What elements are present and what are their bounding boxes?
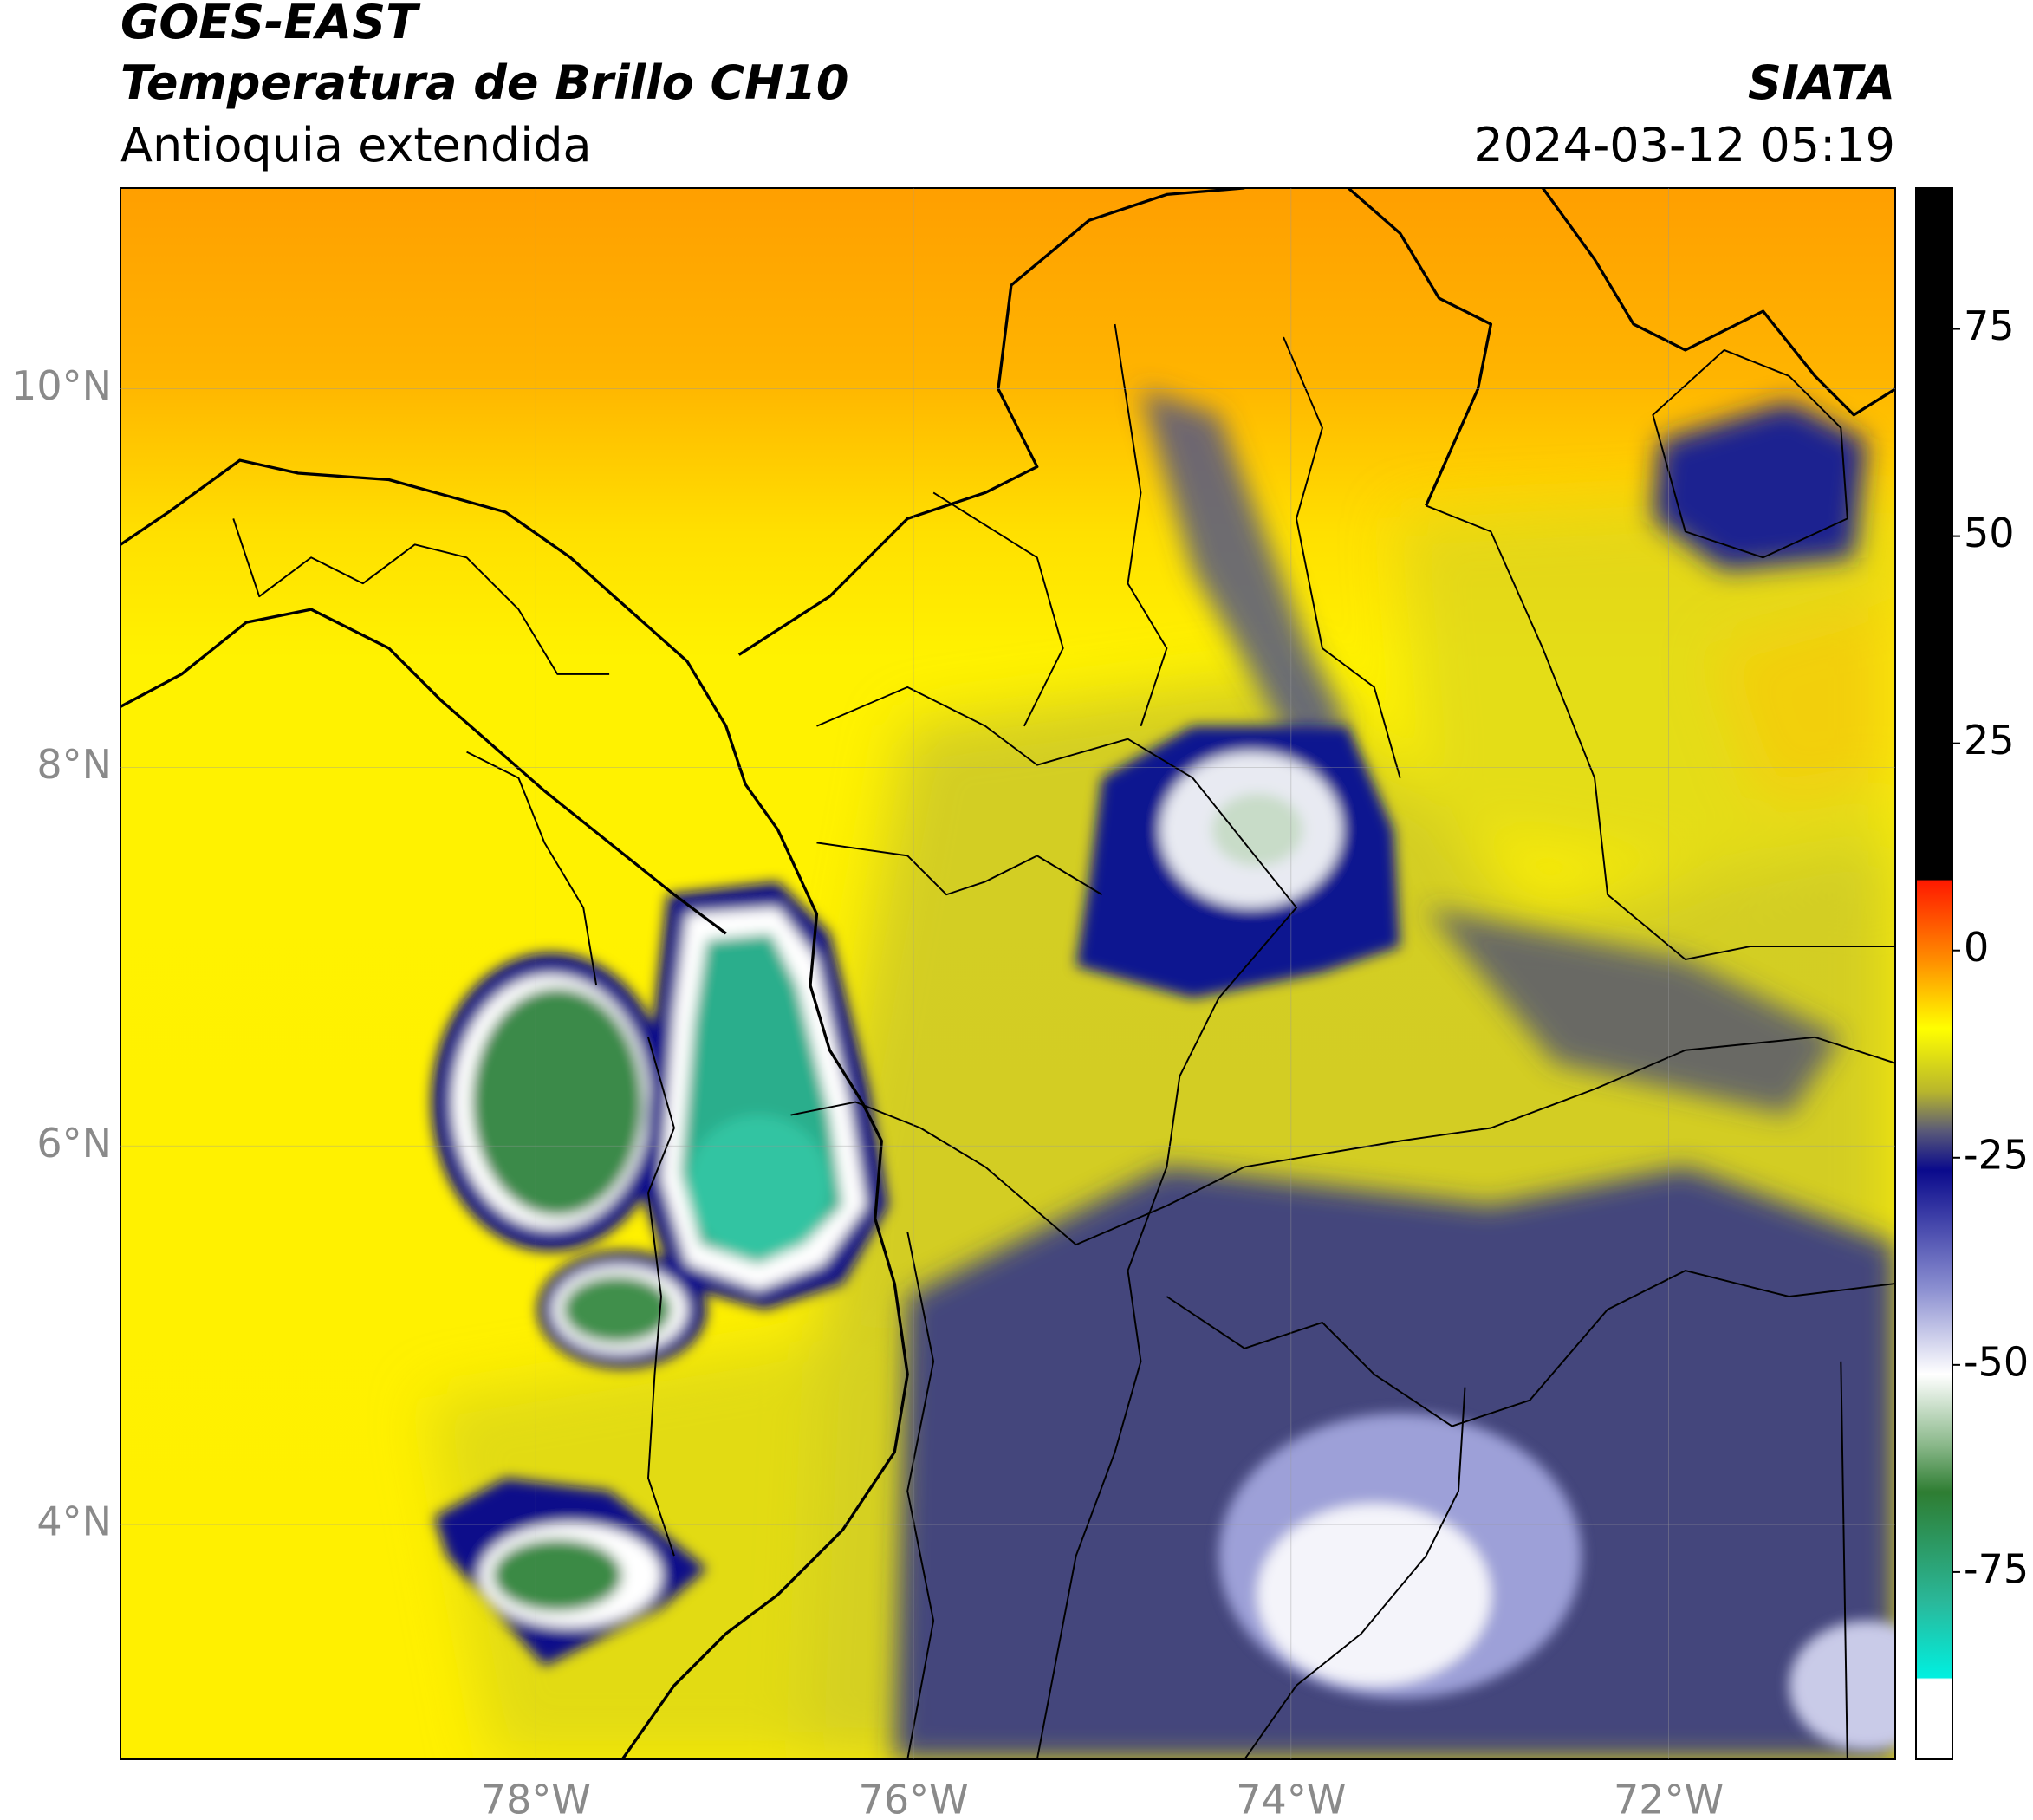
x-tick-label: 76°W (859, 1777, 969, 1820)
region: Antioquia extendida (120, 118, 592, 172)
colorbar-tick-label: -50 (1964, 1338, 2029, 1385)
colorbar-tick-label: 0 (1964, 924, 1989, 971)
cold-cores (432, 725, 1895, 1751)
colorbar (1915, 187, 1953, 1760)
borders (120, 188, 1895, 1759)
colorbar-tick-label: 25 (1964, 717, 2015, 764)
y-tick-label: 10°N (11, 362, 112, 409)
colorbar-tick-label: -75 (1964, 1545, 2029, 1592)
map (120, 188, 1895, 1759)
y-tick-label: 4°N (36, 1498, 112, 1545)
map-frame (120, 187, 1896, 1760)
colorbar-tick-label: 75 (1964, 302, 2015, 349)
y-tick-label: 8°N (36, 741, 112, 788)
x-tick-label: 78°W (481, 1777, 591, 1820)
x-tick-label: 74°W (1236, 1777, 1346, 1820)
imagery (120, 188, 1895, 1759)
subtitle: Temperatura de Brillo CH10 (120, 55, 849, 110)
x-tick-label: 72°W (1614, 1777, 1724, 1820)
title: GOES-EAST (120, 0, 421, 49)
colorbar-tick-label: -25 (1964, 1131, 2029, 1178)
source: SIATA (1748, 55, 1895, 110)
datetime: 2024-03-12 05:19 (1473, 118, 1895, 172)
colorbar-tick-label: 50 (1964, 510, 2015, 556)
y-tick-label: 6°N (36, 1120, 112, 1167)
